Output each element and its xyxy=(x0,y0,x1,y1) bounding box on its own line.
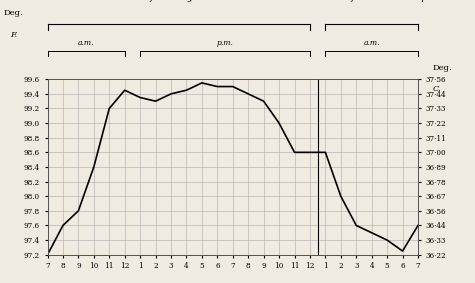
Text: a.m.: a.m. xyxy=(363,39,380,47)
Text: p.m.: p.m. xyxy=(217,39,234,47)
Text: C.: C. xyxy=(433,85,442,93)
Text: Deg.: Deg. xyxy=(4,9,23,17)
Text: F.: F. xyxy=(10,31,17,39)
Text: Hours of activity and work.: Hours of activity and work. xyxy=(111,0,246,3)
Text: Hours of rest and sleep.: Hours of rest and sleep. xyxy=(312,0,431,3)
Text: Deg.: Deg. xyxy=(433,64,453,72)
Text: a.m.: a.m. xyxy=(78,39,95,47)
